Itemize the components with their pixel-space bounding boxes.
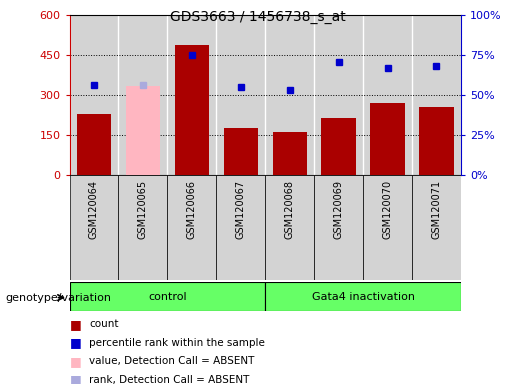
Bar	[321, 118, 356, 175]
Bar	[216, 15, 265, 175]
Bar	[363, 15, 412, 175]
Bar	[412, 175, 461, 280]
Text: count: count	[89, 319, 118, 329]
Bar	[314, 175, 363, 280]
Bar	[265, 175, 314, 280]
Text: GSM120065: GSM120065	[138, 180, 148, 239]
Bar	[314, 15, 363, 175]
Text: GSM120067: GSM120067	[236, 180, 246, 239]
Bar	[412, 15, 461, 175]
Bar	[167, 175, 216, 280]
Bar	[77, 114, 111, 175]
Bar	[265, 15, 314, 175]
Bar	[167, 15, 216, 175]
Bar	[370, 103, 405, 175]
Text: GSM120071: GSM120071	[432, 180, 441, 239]
Text: GSM120064: GSM120064	[89, 180, 99, 239]
Text: GSM120066: GSM120066	[187, 180, 197, 239]
Bar	[70, 175, 118, 280]
Text: GSM120070: GSM120070	[383, 180, 392, 239]
Bar	[272, 132, 307, 175]
Text: rank, Detection Call = ABSENT: rank, Detection Call = ABSENT	[89, 375, 249, 384]
Text: Gata4 inactivation: Gata4 inactivation	[312, 291, 415, 302]
Bar	[363, 175, 412, 280]
Bar	[419, 107, 454, 175]
Text: GSM120068: GSM120068	[285, 180, 295, 239]
Bar	[126, 86, 160, 175]
Bar	[265, 282, 461, 311]
Bar	[216, 175, 265, 280]
Bar	[224, 128, 258, 175]
Text: GSM120069: GSM120069	[334, 180, 344, 239]
Bar	[70, 15, 118, 175]
Bar	[70, 282, 265, 311]
Text: ■: ■	[70, 318, 81, 331]
Text: control: control	[148, 291, 186, 302]
Text: GDS3663 / 1456738_s_at: GDS3663 / 1456738_s_at	[169, 10, 346, 23]
Bar	[175, 45, 209, 175]
Bar	[118, 15, 167, 175]
Text: ■: ■	[70, 373, 81, 384]
Text: ■: ■	[70, 336, 81, 349]
Bar	[118, 175, 167, 280]
Text: genotype/variation: genotype/variation	[5, 293, 111, 303]
Text: value, Detection Call = ABSENT: value, Detection Call = ABSENT	[89, 356, 254, 366]
Text: percentile rank within the sample: percentile rank within the sample	[89, 338, 265, 348]
Text: ■: ■	[70, 355, 81, 368]
